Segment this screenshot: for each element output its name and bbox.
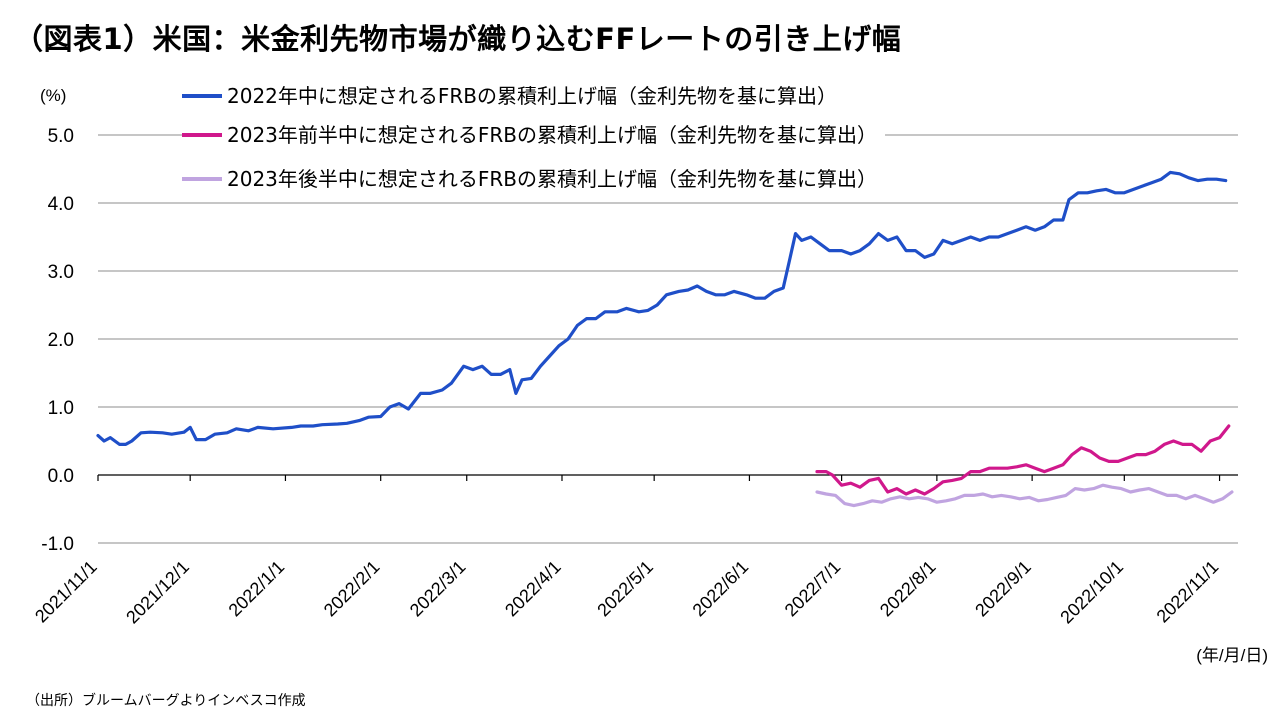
- x-tick-label: 2022/10/1: [1056, 557, 1127, 628]
- legend-mask: [182, 175, 886, 183]
- y-axis-ticks: 5.0 4.0 3.0 2.0 1.0 0.0 -1.0: [41, 126, 74, 555]
- x-tick-label: 2022/6/1: [689, 557, 753, 621]
- legend-label-1: 2022年中に想定されるFRBの累積利上げ幅（金利先物を基に算出）: [227, 84, 837, 108]
- x-tick-label: 2022/11/1: [1153, 557, 1223, 627]
- x-tick-label: 2022/9/1: [971, 557, 1035, 621]
- x-tick-label: 2021/12/1: [122, 557, 193, 628]
- series-line-3: [815, 483, 1234, 508]
- gridlines: [98, 134, 1238, 544]
- x-tick-label: 2022/4/1: [501, 557, 565, 621]
- y-tick-label: 0.0: [48, 466, 74, 487]
- y-tick-label: 5.0: [48, 126, 74, 147]
- x-tick-label: 2022/1/1: [225, 557, 289, 621]
- y-tick-label: 1.0: [48, 398, 74, 419]
- series-line-2: [815, 424, 1231, 496]
- series-line-1: [96, 170, 1228, 446]
- x-tick-label: 2022/7/1: [781, 557, 845, 621]
- legend-label-2: 2023年前半中に想定されるFRBの累積利上げ幅（金利先物を基に算出）: [227, 123, 877, 147]
- x-axis-unit: (年/月/日): [1196, 646, 1268, 665]
- y-tick-label: 2.0: [48, 330, 74, 351]
- y-tick-label: -1.0: [41, 534, 74, 555]
- source-note: （出所）ブルームバーグよりインベスコ作成: [26, 693, 306, 709]
- y-tick-label: 4.0: [48, 194, 74, 215]
- legend-mask: [182, 92, 846, 100]
- legend-mask: [182, 131, 886, 139]
- y-axis-unit: (%): [40, 86, 66, 105]
- x-tick-label: 2022/5/1: [593, 557, 657, 621]
- y-tick-label: 3.0: [48, 262, 74, 283]
- x-tick-label: 2022/8/1: [876, 557, 940, 621]
- legend: 2022年中に想定されるFRBの累積利上げ幅（金利先物を基に算出） 2023年前半…: [182, 84, 886, 191]
- x-tick-label: 2022/2/1: [320, 557, 384, 621]
- legend-label-3: 2023年後半中に想定されるFRBの累積利上げ幅（金利先物を基に算出）: [227, 167, 877, 191]
- series-lines: [96, 170, 1234, 508]
- x-tick-label: 2021/11/1: [31, 557, 101, 627]
- chart-title: （図表1）米国：米金利先物市場が織り込むFFレートの引き上げ幅: [14, 22, 902, 56]
- x-tick-label: 2022/3/1: [406, 557, 470, 621]
- line-chart: 5.0 4.0 3.0 2.0 1.0 0.0 -1.0 (%) 2021/11/1 2021…: [31, 84, 1268, 665]
